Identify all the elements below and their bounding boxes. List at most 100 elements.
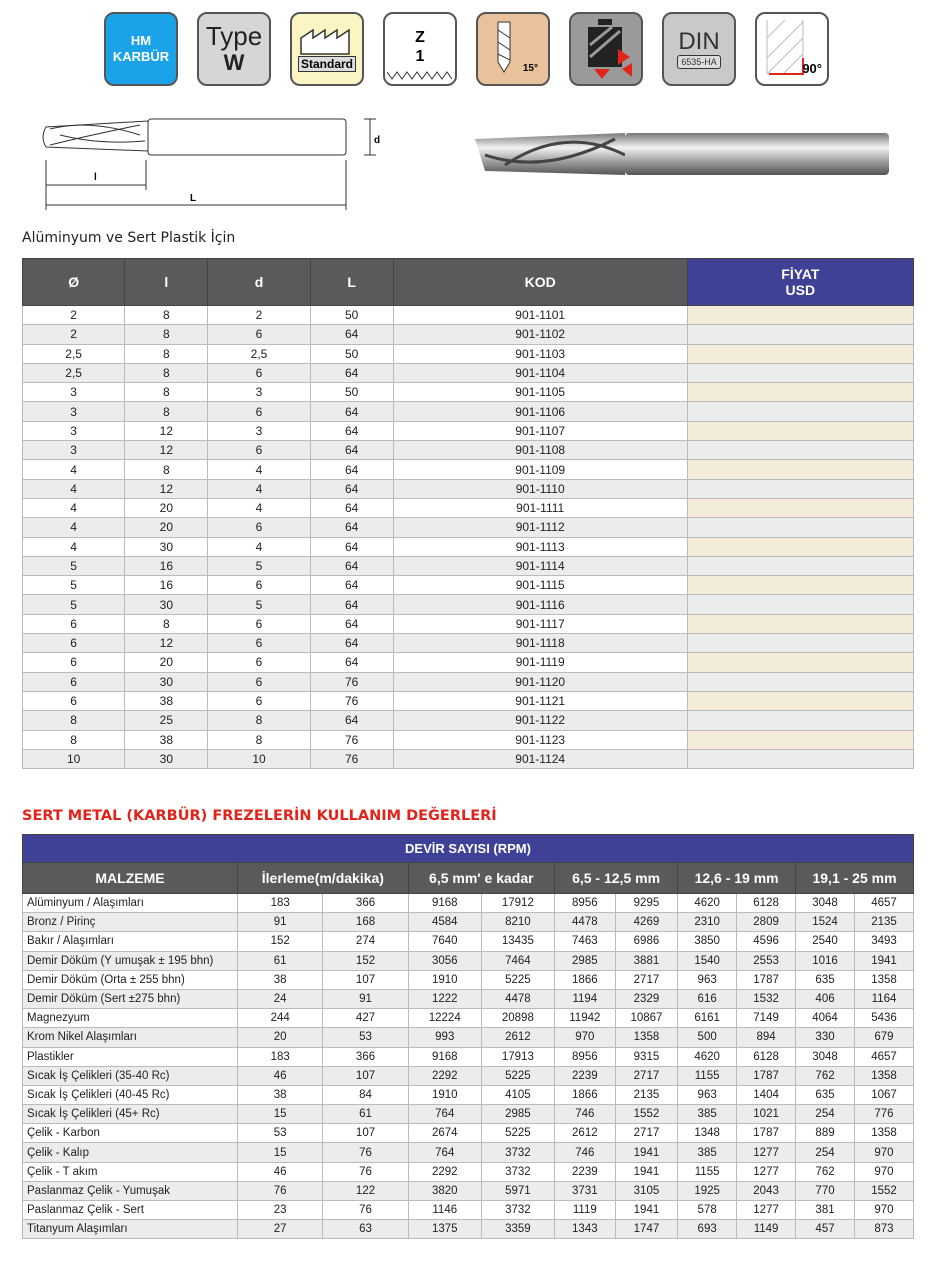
table-cell: 9315 [614, 1046, 679, 1067]
icon-text: Standard [297, 56, 356, 72]
table-row: Titanyum Alaşımları 27 63 1375 3359 1343 1747 6… [22, 1219, 915, 1240]
col-6-5-12-5: 6,5 - 12,5 mm [553, 862, 679, 894]
table-cell: 1021 [736, 1104, 797, 1125]
table-cell: 7464 [480, 950, 555, 971]
table-row: 8 25 8 64 901-1122 [21, 710, 915, 731]
table-cell: 274 [322, 931, 409, 952]
table-cell: 366 [322, 1046, 409, 1067]
din-icon: DIN 6535-HA [662, 12, 736, 86]
table-cell: 6128 [736, 892, 797, 914]
table-cell: 76 [322, 1161, 409, 1182]
table-cell: 2612 [553, 1123, 616, 1144]
table-cell: 2985 [553, 950, 616, 971]
table-cell: 4 [21, 478, 126, 499]
table-cell: 8 [124, 459, 209, 480]
table-cell: 901-1114 [392, 555, 688, 577]
table-cell: 2674 [407, 1123, 482, 1144]
table-cell: 1146 [407, 1199, 482, 1221]
table-cell: 4064 [795, 1008, 855, 1029]
table-cell: 7149 [736, 1008, 797, 1029]
table-cell: 873 [853, 1219, 915, 1240]
table-row: 5 30 5 64 901-1116 [21, 594, 915, 615]
table-cell: 901-1115 [392, 575, 688, 596]
table-cell: 1343 [553, 1219, 616, 1240]
table-cell: 20 [124, 497, 209, 519]
table-cell: 3 [21, 440, 126, 461]
table-row: 3 12 6 64 901-1108 [21, 440, 915, 461]
table-cell: 901-1122 [392, 710, 688, 731]
table-cell: 5 [21, 594, 126, 615]
table-cell: 746 [553, 1142, 616, 1163]
table-cell: 6 [207, 517, 311, 538]
price-cell [686, 555, 915, 577]
table-cell: 3 [21, 401, 126, 422]
table-cell: 61 [322, 1104, 409, 1125]
table-cell: 2,5 [21, 343, 126, 364]
col-19-1-25: 19,1 - 25 mm [795, 862, 914, 894]
table-row: 3 8 3 50 901-1105 [21, 382, 915, 403]
feature-icons: HM KARBÜR Type W Standard Z 1 15° DIN 65… [104, 12, 829, 86]
icon-text: KARBÜR [112, 49, 170, 64]
table-cell: 9168 [407, 892, 482, 914]
table-cell: 27 [236, 1219, 324, 1240]
table-row: 6 20 6 64 901-1119 [21, 652, 915, 673]
dim-label-l: l [94, 172, 97, 183]
table-cell: 6 [21, 690, 126, 712]
table-cell: 64 [309, 517, 394, 538]
table-row: 4 20 6 64 901-1112 [21, 517, 915, 538]
table-cell: 152 [236, 931, 324, 952]
icon-text: 15° [522, 63, 538, 74]
table-cell: 8210 [480, 912, 555, 933]
table-cell: 91 [236, 912, 324, 933]
table-cell: 4 [207, 497, 311, 519]
table-cell: Bakır / Alaşımları [22, 931, 238, 952]
table-cell: 84 [322, 1084, 409, 1106]
table-cell: 24 [236, 988, 324, 1010]
table-cell: 963 [677, 1084, 738, 1106]
table-cell: 901-1110 [392, 478, 688, 499]
table-row: Sıcak İş Çelikleri (45+ Rc) 15 61 764 2985 74… [22, 1104, 915, 1125]
table-cell: 183 [236, 1046, 324, 1067]
table-cell: 427 [322, 1008, 409, 1029]
table-cell: 107 [322, 1065, 409, 1086]
table-cell: 2717 [614, 1065, 679, 1086]
table-row: 6 12 6 64 901-1118 [21, 633, 915, 654]
price-cell [686, 401, 915, 422]
table-cell: 901-1119 [392, 652, 688, 673]
table-cell: 53 [322, 1027, 409, 1048]
table-cell: 20 [124, 517, 209, 538]
table-cell: 4 [21, 459, 126, 480]
table-cell: 1222 [407, 988, 482, 1010]
table-cell: 6 [207, 575, 311, 596]
price-cell [686, 594, 915, 615]
table-cell: 4584 [407, 912, 482, 933]
table-cell: 5 [21, 555, 126, 577]
standard-factory-icon: Standard [290, 12, 364, 86]
table-cell: 254 [795, 1142, 855, 1163]
table-cell: 63 [322, 1219, 409, 1240]
table-cell: 6 [207, 440, 311, 461]
table-cell: 3820 [407, 1180, 482, 1202]
table-cell: 7463 [553, 931, 616, 952]
table-cell: 5436 [853, 1008, 915, 1029]
table-cell: 1524 [795, 912, 855, 933]
table-cell: 8 [124, 343, 209, 364]
table-cell: 64 [309, 497, 394, 519]
table-row: 5 16 5 64 901-1114 [21, 555, 915, 577]
table-cell: 30 [124, 671, 209, 692]
table-cell: 3493 [853, 931, 915, 952]
table-cell: 970 [853, 1142, 915, 1163]
table-cell: 61 [236, 950, 324, 971]
icon-text: DIN [678, 28, 720, 55]
table-cell: 4 [207, 536, 311, 557]
table-cell: 183 [236, 892, 324, 914]
price-cell [686, 497, 915, 519]
table-cell: 1155 [677, 1065, 738, 1086]
table-cell: 3 [207, 420, 311, 442]
product-table: Ø l d L KOD FİYAT USD 2 8 2 50 901-1101 2 8 6 64 9… [21, 258, 915, 770]
table-cell: 901-1101 [392, 304, 688, 326]
table-cell: 616 [677, 988, 738, 1010]
icon-text: Type [205, 21, 263, 51]
table-row: Krom Nikel Alaşımları 20 53 993 2612 970 1358 5… [22, 1027, 915, 1048]
table-cell: 3732 [480, 1199, 555, 1221]
